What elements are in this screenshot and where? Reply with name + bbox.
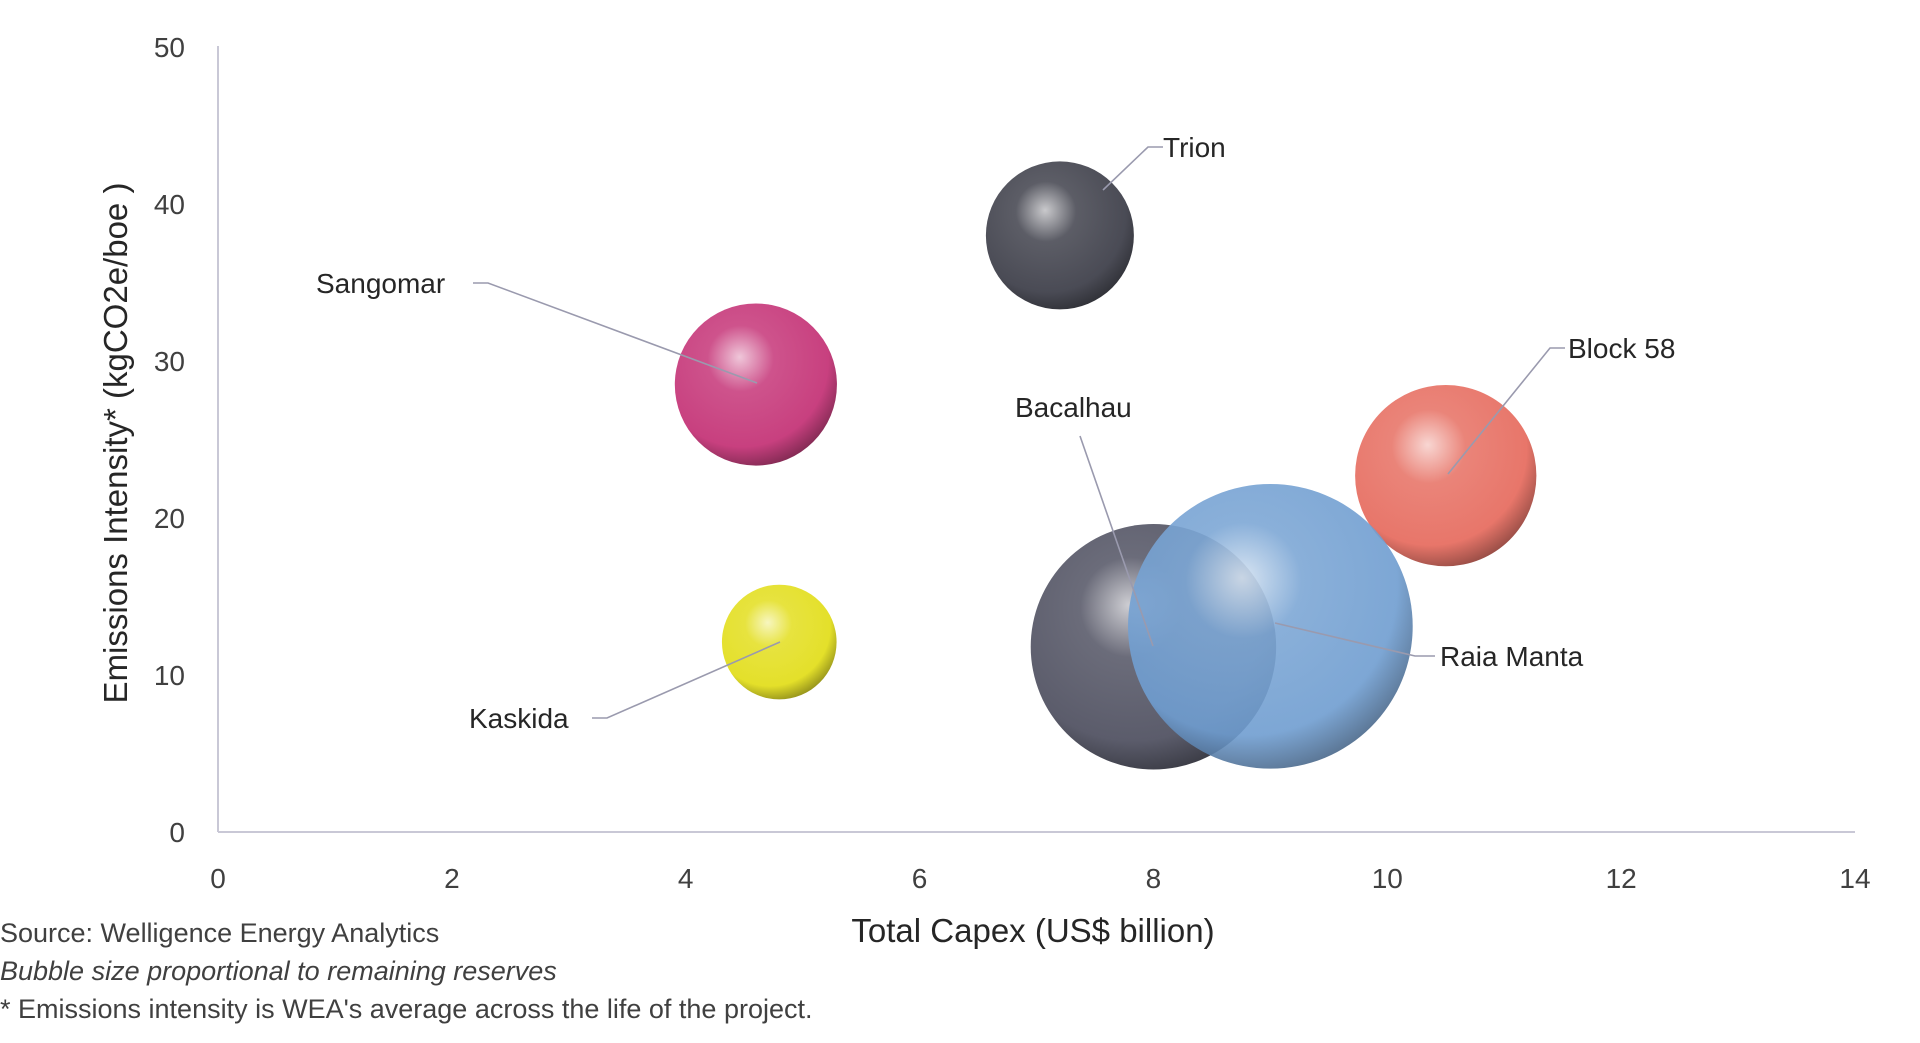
x-tick-label: 6 (912, 863, 928, 894)
y-tick-label: 0 (169, 817, 185, 848)
y-tick-label: 20 (154, 503, 185, 534)
x-tick-label: 10 (1372, 863, 1403, 894)
bubbles (674, 161, 1537, 770)
y-tick-label: 40 (154, 189, 185, 220)
y-tick-label: 30 (154, 346, 185, 377)
x-tick-label: 4 (678, 863, 694, 894)
bubble-label-kaskida: Kaskida (469, 703, 569, 734)
emissions-note: * Emissions intensity is WEA's average a… (0, 994, 813, 1024)
x-tick-label: 2 (444, 863, 460, 894)
bubble-labels: Trion Sangomar Block 58 Kaskida Bacalhau Raia… (316, 132, 1675, 734)
y-tick-label: 50 (154, 32, 185, 63)
bubble-raia-manta (1128, 483, 1413, 769)
leader-line-kaskida (592, 641, 781, 719)
y-axis-title: Emissions Intensity* (kgCO2e/boe ) (97, 183, 134, 704)
bubble-block-58 (1355, 384, 1537, 567)
source-note: Source: Welligence Energy Analytics (0, 918, 440, 948)
bubble-label-block-58: Block 58 (1568, 333, 1675, 364)
bubble-label-trion: Trion (1163, 132, 1226, 163)
leader-line-block-58 (1447, 347, 1565, 475)
bubble-label-bacalhau: Bacalhau (1015, 392, 1132, 423)
axes: 0 2 4 6 8 10 12 14 0 10 20 30 40 50 (154, 32, 1871, 894)
x-tick-label: 8 (1146, 863, 1162, 894)
x-axis-title: Total Capex (US$ billion) (851, 912, 1214, 949)
bubble-size-note: Bubble size proportional to remaining re… (0, 956, 557, 986)
bubble-label-raia-manta: Raia Manta (1440, 641, 1584, 672)
leader-line-trion (1102, 146, 1163, 191)
bubble-sangomar (674, 303, 837, 466)
x-tick-label: 14 (1839, 863, 1870, 894)
y-tick-label: 10 (154, 660, 185, 691)
leader-line-bacalhau (1079, 435, 1154, 647)
bubble-label-sangomar: Sangomar (316, 268, 445, 299)
leader-line-raia-manta (1274, 622, 1435, 657)
x-tick-label: 0 (210, 863, 226, 894)
x-tick-label: 12 (1606, 863, 1637, 894)
leader-line-sangomar (473, 282, 758, 384)
bubble-trion (985, 161, 1134, 310)
